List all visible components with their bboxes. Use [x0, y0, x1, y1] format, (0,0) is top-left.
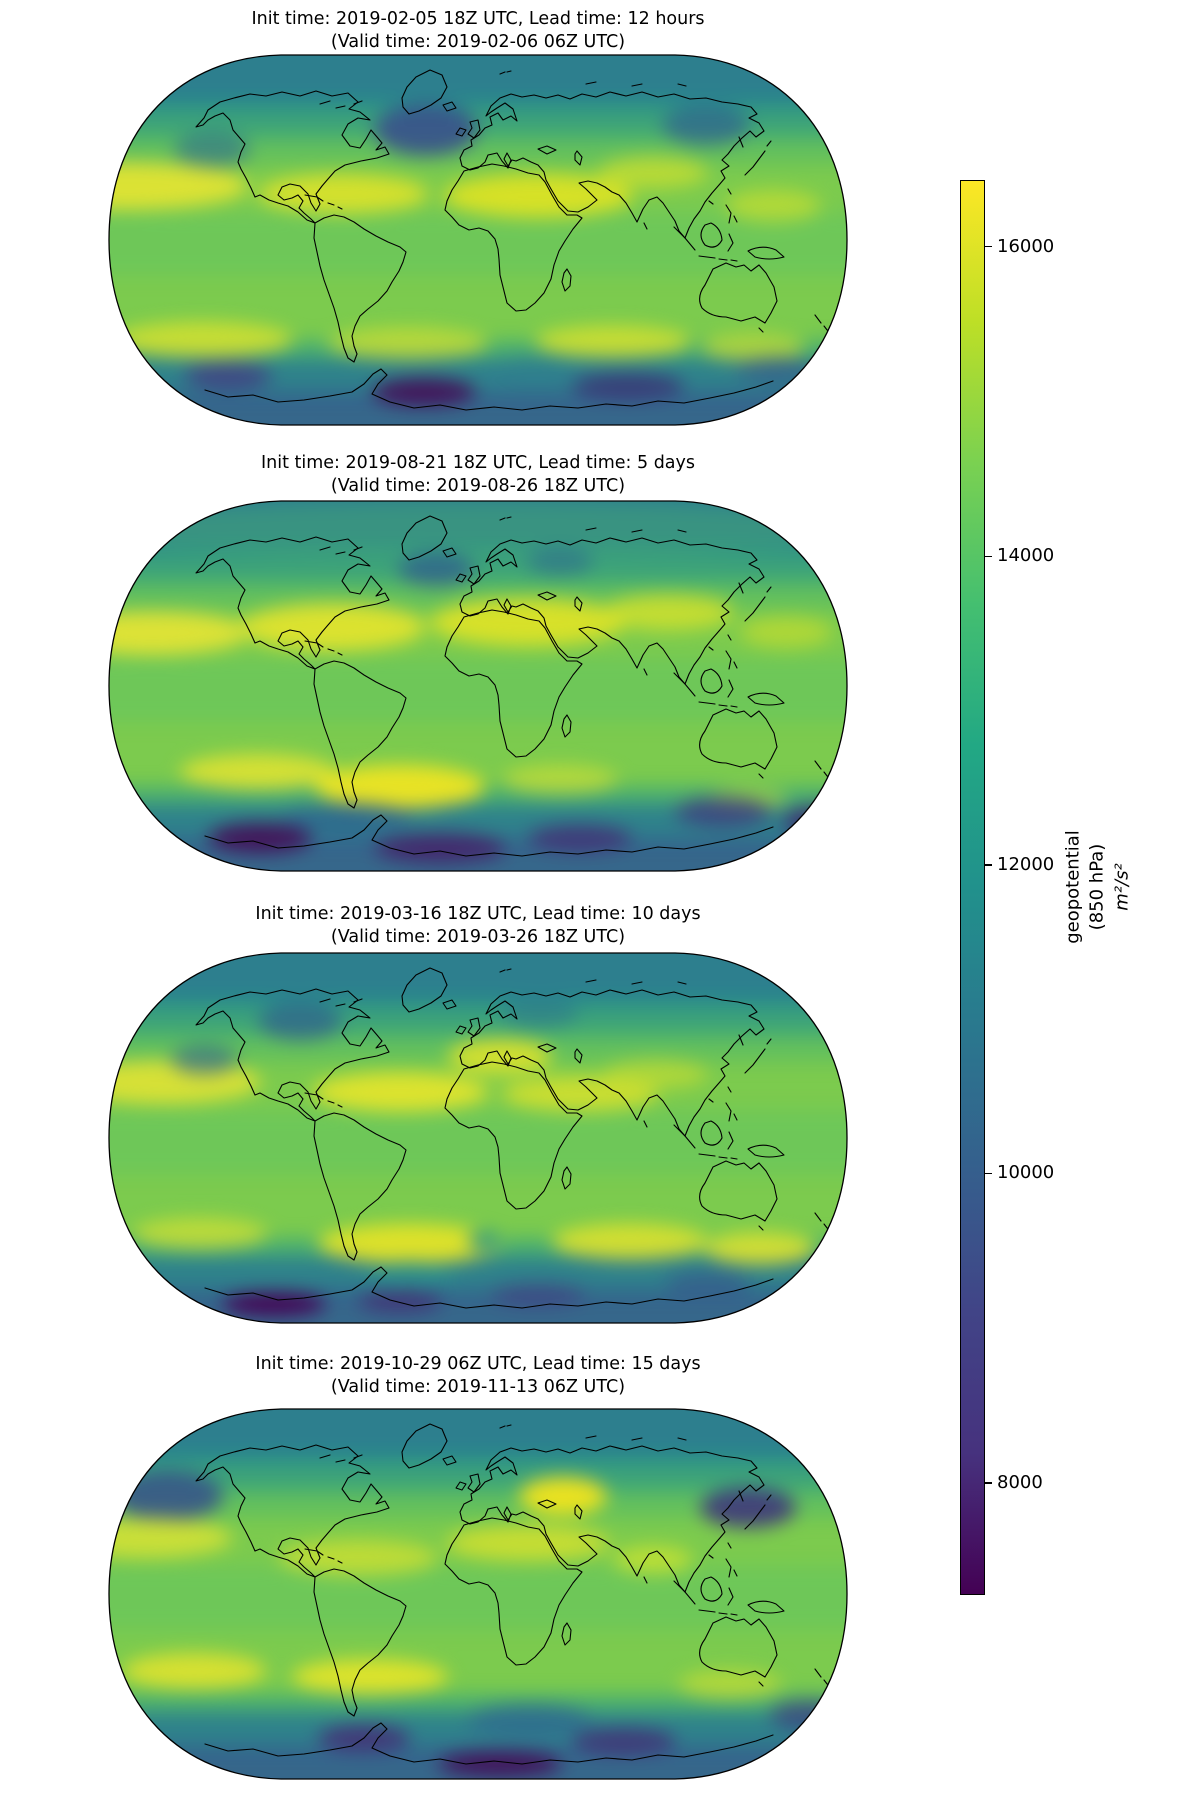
panel-title-1: Init time: 2019-02-05 18Z UTC, Lead time…	[108, 8, 848, 54]
panel-title-line2: (Valid time: 2019-11-13 06Z UTC)	[330, 1377, 626, 1397]
colorbar-axis-label: geopotential (850 hPa) m²/s²	[1062, 830, 1135, 944]
world-map-panel-1	[108, 54, 848, 426]
colorbar-tick-label: 10000	[997, 1162, 1055, 1184]
panel-title-line2: (Valid time: 2019-02-06 06Z UTC)	[330, 32, 626, 52]
colorbar-label-line1: geopotential	[1062, 830, 1084, 944]
colorbar-tick-mark	[985, 245, 992, 248]
panel-title-line2: (Valid time: 2019-08-26 18Z UTC)	[330, 476, 626, 496]
world-map-panel-3	[108, 952, 848, 1324]
colorbar-tick-label: 16000	[997, 235, 1055, 257]
panel-title-3: Init time: 2019-03-16 18Z UTC, Lead time…	[108, 903, 848, 949]
colorbar-tick-label: 14000	[997, 545, 1055, 567]
colorbar-tick-mark	[985, 864, 992, 866]
panel-title-4: Init time: 2019-10-29 06Z UTC, Lead time…	[108, 1353, 848, 1399]
panel-title-line1: Init time: 2019-03-16 18Z UTC, Lead time…	[255, 904, 701, 924]
colorbar-tick-mark	[985, 555, 992, 558]
colorbar-label-line2: (850 hPa)	[1086, 843, 1108, 931]
colorbar-unit-label: m²/s²	[1111, 863, 1133, 911]
colorbar-tick-label: 12000	[997, 853, 1055, 875]
world-map-panel-2	[108, 500, 848, 872]
colorbar-tick-mark	[985, 1482, 992, 1484]
world-map-panel-4	[108, 1408, 848, 1780]
colorbar-gradient	[960, 180, 985, 1595]
panel-title-line1: Init time: 2019-10-29 06Z UTC, Lead time…	[255, 1354, 701, 1374]
panel-title-2: Init time: 2019-08-21 18Z UTC, Lead time…	[108, 452, 848, 498]
colorbar-tick-mark	[985, 1172, 992, 1175]
colorbar	[960, 180, 985, 1595]
panel-title-line1: Init time: 2019-08-21 18Z UTC, Lead time…	[260, 453, 696, 473]
colorbar-tick-label: 8000	[997, 1472, 1043, 1494]
panel-title-line1: Init time: 2019-02-05 18Z UTC, Lead time…	[251, 9, 705, 29]
panel-title-line2: (Valid time: 2019-03-26 18Z UTC)	[330, 927, 626, 947]
